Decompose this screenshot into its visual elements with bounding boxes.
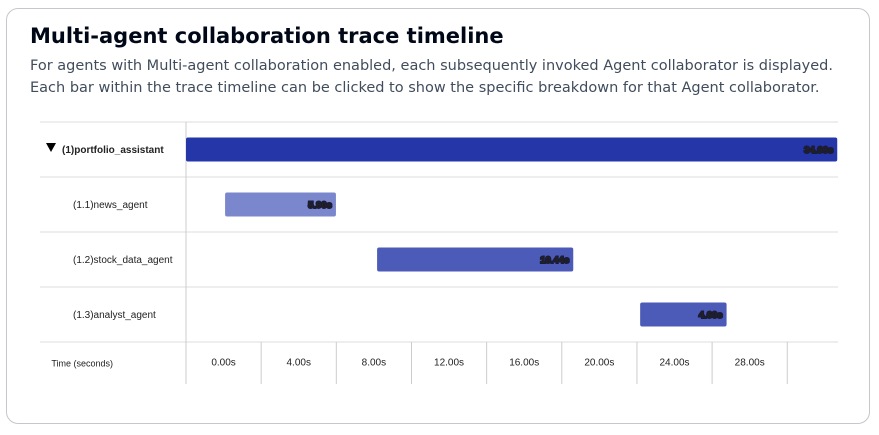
bar[interactable]: [186, 137, 838, 162]
row-label: (1.1)news_agent: [73, 200, 148, 211]
row-label: (1.2)stock_data_agent: [73, 255, 173, 266]
expand-icon: [46, 143, 56, 152]
bar[interactable]: [225, 192, 336, 217]
title: Multi-agent collaboration trace timeline: [30, 24, 504, 48]
bar-value-label: 5.90s: [308, 200, 332, 211]
x-tick-label: 20.00s: [584, 358, 614, 369]
subtitle: For agents with Multi-agent collaboratio…: [30, 58, 833, 96]
x-tick-label: 28.00s: [735, 358, 765, 369]
bar-value-label: 4.60s: [699, 310, 723, 321]
x-tick-label: 0.00s: [211, 358, 235, 369]
row-label: (1.3)analyst_agent: [73, 310, 156, 321]
bar-value-label: 10.44s: [540, 255, 569, 266]
row-label: (1)portfolio_assistant: [62, 145, 164, 156]
x-tick-label: 4.00s: [287, 358, 311, 369]
card: [6, 8, 870, 424]
x-tick-label: 24.00s: [660, 358, 690, 369]
bar[interactable]: [377, 247, 574, 272]
x-tick-label: 12.00s: [434, 358, 464, 369]
bar-value-label: 34.66s: [804, 145, 833, 156]
x-tick-label: 16.00s: [509, 358, 539, 369]
x-axis-label: Time (seconds): [51, 358, 113, 368]
x-tick-label: 8.00s: [362, 358, 386, 369]
bar[interactable]: [640, 302, 727, 327]
